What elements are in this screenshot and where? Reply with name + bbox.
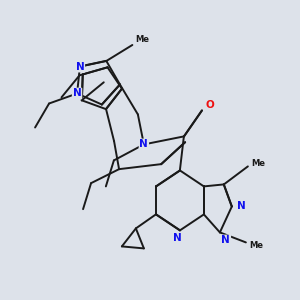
Text: N: N bbox=[173, 233, 182, 243]
Text: N: N bbox=[76, 61, 84, 72]
Text: Me: Me bbox=[251, 159, 265, 168]
Text: N: N bbox=[238, 201, 246, 212]
Text: N: N bbox=[221, 236, 230, 245]
Text: Me: Me bbox=[135, 35, 149, 44]
Text: N: N bbox=[140, 140, 148, 149]
Text: Me: Me bbox=[249, 241, 263, 250]
Text: O: O bbox=[206, 100, 214, 110]
Text: N: N bbox=[73, 88, 82, 98]
